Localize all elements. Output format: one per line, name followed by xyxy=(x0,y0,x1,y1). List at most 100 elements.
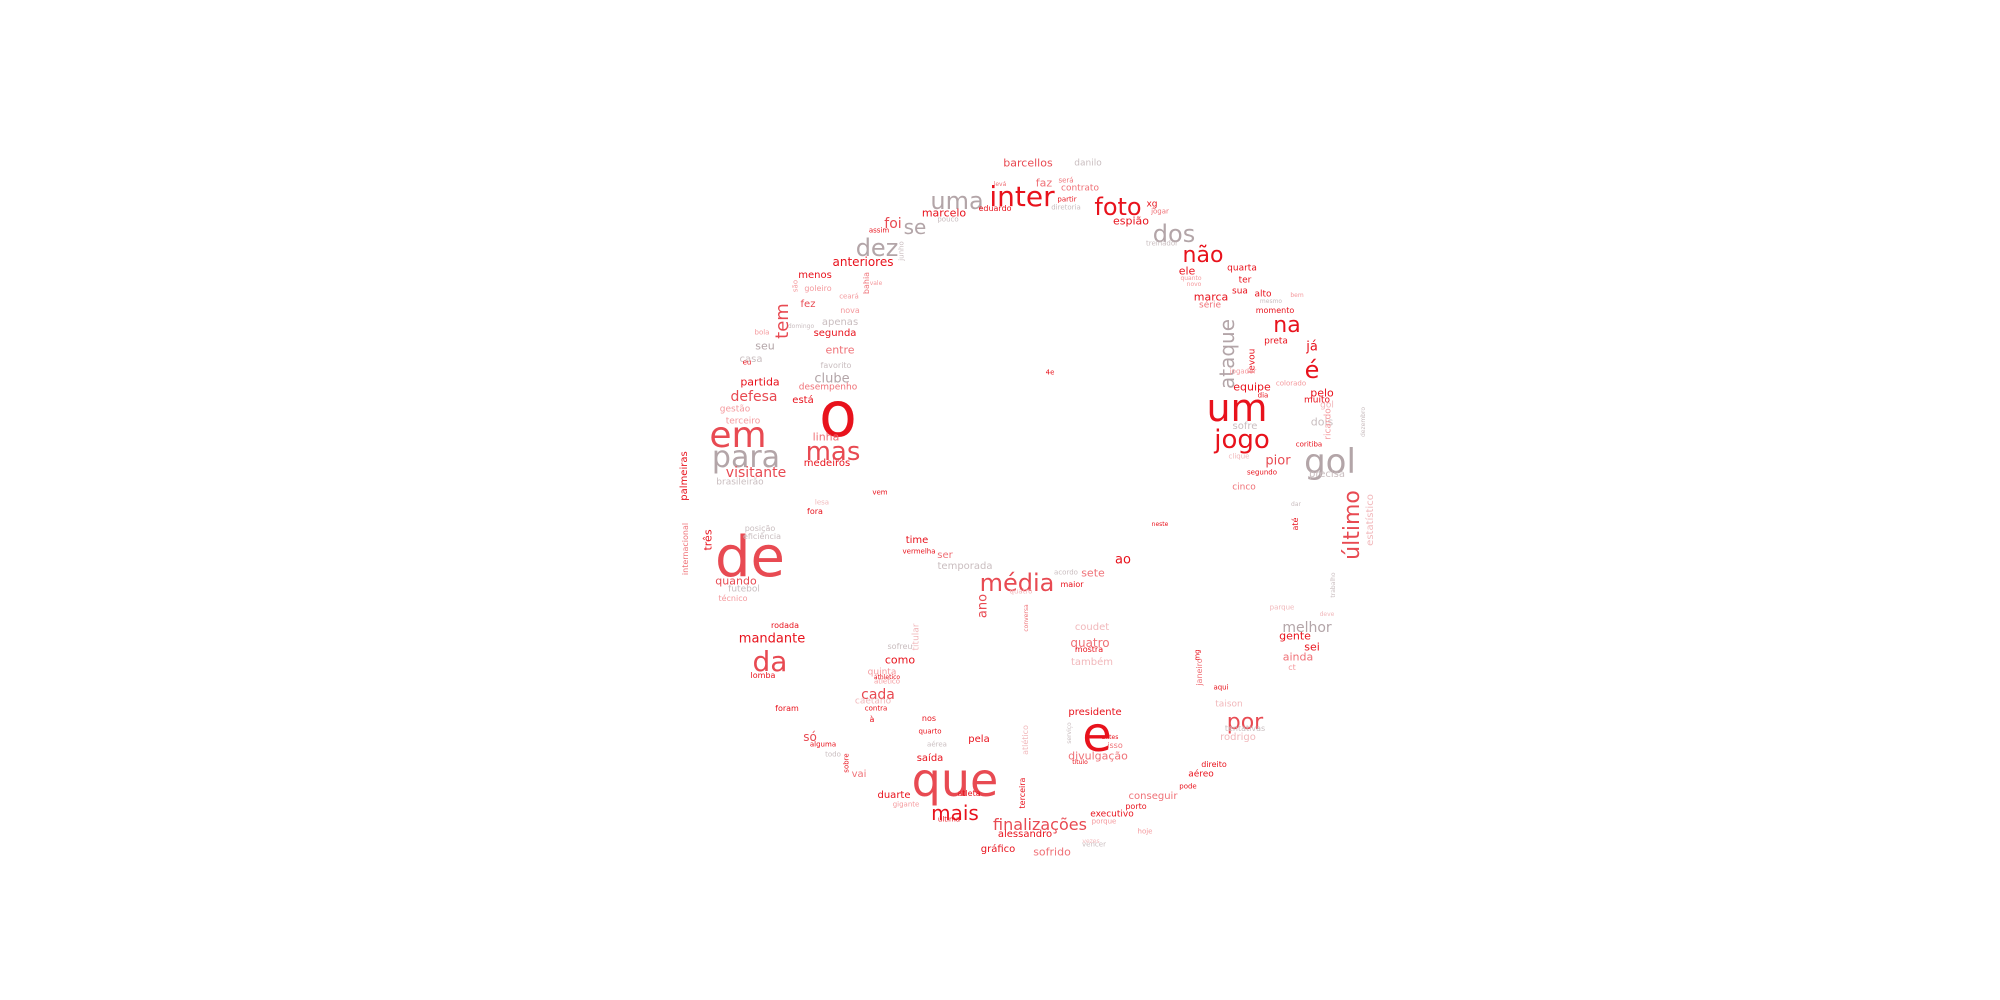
word: ricardo xyxy=(1323,408,1334,440)
word: rodada xyxy=(771,621,799,630)
word: marcelo xyxy=(921,206,967,220)
word: presidente xyxy=(1068,707,1122,718)
word: espião xyxy=(1112,214,1150,228)
word: sofre xyxy=(1232,421,1258,432)
word: título xyxy=(1072,759,1088,766)
word: nova xyxy=(840,306,860,315)
word: está xyxy=(792,395,814,406)
word: xg xyxy=(1146,199,1158,210)
word: na xyxy=(1273,313,1301,338)
word: maior xyxy=(1060,580,1084,589)
word: seu xyxy=(755,339,775,353)
word: não xyxy=(1182,243,1224,268)
word: dezembro xyxy=(1360,407,1367,437)
word: sua xyxy=(1232,286,1248,297)
word: goleiro xyxy=(804,284,832,293)
word: lesa xyxy=(814,498,830,507)
word: antes xyxy=(1101,734,1119,741)
word: ct xyxy=(1288,663,1296,672)
word: time xyxy=(905,535,929,546)
word: caetano xyxy=(854,696,892,707)
word: danilo xyxy=(1074,158,1102,169)
word: eficiência xyxy=(742,532,782,541)
word: vai xyxy=(851,769,867,780)
word: partir xyxy=(1057,195,1077,204)
word: um xyxy=(1206,386,1268,430)
word: vem xyxy=(872,488,888,497)
word: clique xyxy=(1228,452,1250,461)
word: à xyxy=(869,715,875,724)
word: fora xyxy=(807,507,823,516)
word: última xyxy=(937,815,961,824)
word: vale xyxy=(869,280,883,287)
word: é xyxy=(1304,356,1320,384)
word: isso xyxy=(1107,741,1123,750)
word: pouco xyxy=(937,215,959,224)
word: mas xyxy=(805,437,861,467)
word: casa xyxy=(739,354,763,365)
word: vezes xyxy=(1082,838,1100,845)
word: ano xyxy=(975,593,991,619)
word: ao xyxy=(1115,552,1131,568)
word: mais xyxy=(931,801,979,825)
word: terceiro xyxy=(725,416,761,427)
word: 4e xyxy=(1045,368,1055,377)
word: técnico xyxy=(718,594,748,603)
word: dar xyxy=(1291,501,1301,508)
word: alto xyxy=(1254,289,1272,300)
word: atleta xyxy=(957,789,981,798)
word: momento xyxy=(1255,306,1295,315)
word: precisa xyxy=(1308,469,1346,480)
word: junho xyxy=(897,241,906,261)
word: ter xyxy=(1238,275,1252,286)
word: estatístico xyxy=(1365,494,1376,546)
word: quatro xyxy=(1009,587,1033,596)
word: visitante xyxy=(725,465,787,481)
word: gestão xyxy=(719,404,751,415)
word: acordo xyxy=(1054,568,1078,577)
word: futebol xyxy=(728,584,760,595)
word: dez xyxy=(855,234,899,262)
word: janeiro xyxy=(1195,658,1204,686)
word: athletico xyxy=(873,674,901,681)
word: posição xyxy=(744,524,776,533)
word: sei xyxy=(1304,640,1320,654)
word: gigante xyxy=(892,800,920,809)
word: vencer xyxy=(1082,840,1106,849)
word: pode xyxy=(1179,782,1197,791)
word: brasileirão xyxy=(716,477,764,488)
word: gente xyxy=(1279,629,1311,643)
word: vermelha xyxy=(902,547,936,556)
word: sete xyxy=(1081,566,1105,580)
word: temporada xyxy=(937,561,993,572)
word: foto xyxy=(1094,193,1142,221)
word: hoje xyxy=(1137,827,1153,836)
word: bem xyxy=(1290,292,1304,299)
word: se xyxy=(903,215,927,239)
word: pior xyxy=(1265,453,1291,469)
word: porto xyxy=(1125,802,1147,811)
word: sobre xyxy=(842,753,851,773)
word: trabalho xyxy=(1330,572,1337,598)
word: quando xyxy=(715,574,757,588)
word: coritiba xyxy=(1295,440,1323,449)
word: quanto xyxy=(1180,275,1202,282)
word: dois xyxy=(1310,415,1334,429)
word: taison xyxy=(1215,699,1243,710)
word: cada xyxy=(861,687,895,703)
word: novo xyxy=(1186,281,1202,288)
word: lomba xyxy=(750,671,776,680)
word: porque xyxy=(1091,817,1117,826)
word: titular xyxy=(911,623,922,651)
word: ele xyxy=(1178,264,1196,278)
word: internacional xyxy=(681,522,690,576)
word: mesmo xyxy=(1259,298,1283,305)
word: dia xyxy=(1257,391,1269,400)
word: jogo xyxy=(1214,425,1270,455)
word: neste xyxy=(1151,521,1169,528)
word: contra xyxy=(864,704,888,713)
word: contrato xyxy=(1061,183,1099,194)
word: conversa xyxy=(1023,604,1030,632)
word: treinador xyxy=(1145,239,1179,248)
word: coudet xyxy=(1074,622,1110,633)
